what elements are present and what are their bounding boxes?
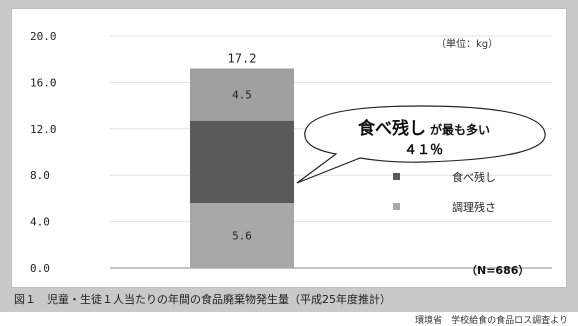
bar-segment-2 (190, 68, 294, 121)
unit-label: （単位：kg） (436, 37, 498, 50)
legend-swatch-chourizansa (393, 203, 400, 210)
legend: 食べ残し 調理残さ (393, 170, 496, 214)
sample-size-label: （N=686） (466, 264, 529, 277)
y-tick-label: 4.0 (30, 216, 50, 229)
y-tick-label: 8.0 (30, 169, 50, 182)
bar-segment-1 (190, 120, 294, 204)
legend-label-tabenokoshi: 食べ残し (452, 170, 496, 184)
y-tick-label: 16.0 (30, 76, 57, 89)
legend-swatch-tabenokoshi (393, 173, 400, 180)
bar-segment-label-2: 4.5 (232, 89, 252, 102)
y-tick-label: 0.0 (30, 262, 50, 275)
speech-bubble-shape (296, 105, 546, 184)
source-note: 環境省 学校給食の食品ロス調査より (415, 316, 568, 326)
figure-caption: 図１ 児童・生徒１人当たりの年間の食品廃棄物発生量（平成25年度推計） (14, 293, 391, 306)
legend-label-chourizansa: 調理残さ (452, 200, 496, 214)
y-tick-label: 20.0 (30, 30, 57, 43)
bar-labels: 5.6 4.5 17.2 (228, 51, 257, 242)
callout-sub-text: が最も多い (430, 122, 490, 137)
bar-segment-label-0: 5.6 (232, 230, 252, 243)
y-tick-label: 12.0 (30, 123, 57, 136)
stacked-bar (190, 68, 294, 268)
bar-total-label: 17.2 (228, 51, 257, 65)
callout-percent: ４１％ (404, 143, 443, 158)
y-axis-ticks: 0.0 4.0 8.0 12.0 16.0 20.0 (30, 30, 57, 275)
bar-segment-0 (190, 203, 294, 268)
callout-bubble: 食べ残し が最も多い ４１％ (296, 105, 546, 184)
callout-main-text: 食べ残し (358, 118, 426, 139)
